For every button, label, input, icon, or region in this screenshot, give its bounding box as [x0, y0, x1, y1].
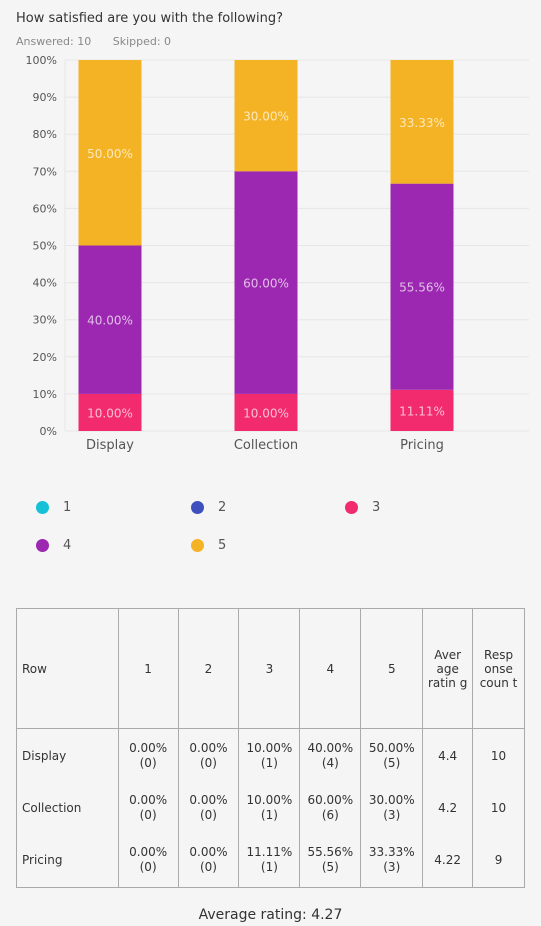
stacked-bar-chart: 0% 10% 20% 30% 40% 50% 60% 70% 80% 90% 100% 10.00%… — [26, 54, 529, 453]
table-row: Display 0.00% (0) 0.00% (0) 10.00% (1) 40.0… — [16, 728, 525, 783]
y-tick-label: 100% — [26, 54, 57, 67]
row-label: Collection — [16, 783, 119, 833]
table-cell: 0.00% (0) — [117, 833, 179, 888]
bar-segment-display-4 — [78, 245, 142, 394]
data-label: 10.00% — [87, 406, 133, 420]
data-label: 33.33% — [399, 116, 445, 130]
y-axis-ticks: 0% 10% 20% 30% 40% 50% 60% 70% 80% 90% 100% — [26, 54, 57, 438]
data-label: 60.00% — [243, 277, 289, 291]
table-cell: 10.00% (1) — [238, 783, 301, 833]
legend-dot-icon — [36, 539, 49, 552]
legend-label: 5 — [218, 538, 227, 553]
table-cell: 0.00% (0) — [177, 728, 240, 783]
y-tick-label: 80% — [33, 128, 57, 141]
legend-dot-icon — [345, 501, 358, 514]
table-cell: 0.00% (0) — [117, 783, 179, 833]
table-cell: 10.00% (1) — [238, 728, 301, 783]
table-row: Pricing 0.00% (0) 0.00% (0) 11.11% (1) 55.5… — [16, 833, 525, 888]
table-cell: 33.33% (3) — [360, 833, 424, 888]
response-count-cell: 10 — [472, 728, 525, 783]
legend-label: 3 — [372, 500, 381, 515]
legend-dot-icon — [191, 501, 204, 514]
data-label: 11.11% — [399, 404, 445, 418]
skipped-count: Skipped: 0 — [112, 35, 172, 48]
bar-segment-display-5 — [78, 60, 142, 246]
bar-segment-display-3 — [78, 393, 142, 431]
answered-count: Answered: 10 — [16, 35, 92, 48]
table-header-row: Row 1 2 3 4 5 Aver age ratin g Resp onse… — [16, 608, 525, 729]
overall-average-rating: Average rating: 4.27 — [198, 907, 343, 923]
y-tick-label: 60% — [33, 202, 57, 215]
column-header-5: 5 — [360, 608, 424, 729]
y-tick-label: 70% — [33, 165, 57, 178]
y-tick-label: 20% — [33, 351, 57, 364]
chart-bars: 10.00% 40.00% 50.00% 10.00% 60.00% 30.00% 11.1… — [78, 60, 454, 431]
average-rating-cell: 4.4 — [422, 728, 474, 783]
y-tick-label: 10% — [33, 388, 57, 401]
data-label: 55.56% — [399, 281, 445, 295]
average-rating-cell: 4.22 — [422, 833, 474, 888]
response-count-cell: 10 — [472, 783, 525, 833]
y-tick-label: 30% — [33, 314, 57, 327]
bar-segment-collection-3 — [234, 393, 298, 431]
row-label: Pricing — [16, 833, 119, 888]
legend-label: 1 — [63, 500, 72, 515]
table-cell: 55.56% (5) — [299, 833, 362, 888]
table-cell: 50.00% (5) — [360, 728, 424, 783]
table-cell: 0.00% (0) — [177, 783, 240, 833]
column-header-average-rating: Aver age ratin g — [422, 608, 474, 729]
legend-label: 2 — [218, 500, 227, 515]
y-tick-label: 0% — [40, 425, 57, 438]
response-count-cell: 9 — [472, 833, 525, 888]
x-tick-label: Display — [86, 438, 134, 453]
column-header-4: 4 — [299, 608, 362, 729]
table-cell: 30.00% (3) — [360, 783, 424, 833]
x-tick-label: Collection — [234, 438, 298, 453]
table-cell: 40.00% (4) — [299, 728, 362, 783]
data-label: 10.00% — [243, 406, 289, 420]
column-header-response-count: Resp onse coun t — [472, 608, 525, 729]
legend-label: 4 — [63, 538, 72, 553]
legend-item-5: 5 — [191, 538, 226, 553]
table-cell: 0.00% (0) — [117, 728, 179, 783]
y-tick-label: 50% — [33, 240, 57, 253]
data-label: 40.00% — [87, 314, 133, 328]
response-stats: Answered: 10 Skipped: 0 — [16, 35, 171, 48]
bar-segment-pricing-5 — [390, 60, 454, 184]
legend-dot-icon — [36, 501, 49, 514]
results-table: Row 1 2 3 4 5 Aver age ratin g Resp onse… — [16, 608, 525, 888]
table-cell: 0.00% (0) — [177, 833, 240, 888]
table-cell: 60.00% (6) — [299, 783, 362, 833]
legend-item-2: 2 — [191, 500, 226, 515]
table-cell: 11.11% (1) — [238, 833, 301, 888]
legend-item-1: 1 — [36, 500, 71, 515]
legend-item-4: 4 — [36, 538, 71, 553]
legend-item-3: 3 — [345, 500, 380, 515]
y-tick-label: 90% — [33, 91, 57, 104]
data-label: 50.00% — [87, 147, 133, 161]
data-label: 30.00% — [243, 110, 289, 124]
x-tick-label: Pricing — [400, 438, 444, 453]
column-header-row: Row — [16, 608, 119, 729]
table-row: Collection 0.00% (0) 0.00% (0) 10.00% (1) 6… — [16, 783, 525, 833]
column-header-1: 1 — [117, 608, 179, 729]
bar-segment-pricing-3 — [390, 389, 454, 431]
bar-segment-collection-5 — [234, 60, 298, 172]
bar-segment-collection-4 — [234, 171, 298, 394]
average-rating-cell: 4.2 — [422, 783, 474, 833]
bar-segment-pricing-4 — [390, 183, 454, 390]
legend-dot-icon — [191, 539, 204, 552]
y-tick-label: 40% — [33, 277, 57, 290]
row-label: Display — [16, 728, 119, 783]
x-axis-ticks: Display Collection Pricing — [86, 438, 444, 453]
column-header-2: 2 — [177, 608, 240, 729]
question-title: How satisfied are you with the following… — [16, 11, 283, 26]
column-header-3: 3 — [238, 608, 301, 729]
